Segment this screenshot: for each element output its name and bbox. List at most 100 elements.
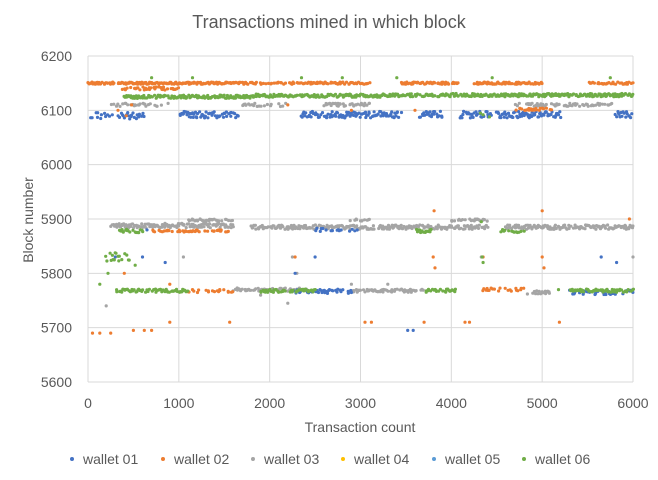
data-point <box>429 115 434 119</box>
data-point <box>432 209 436 213</box>
data-point <box>109 331 113 335</box>
data-point <box>176 86 181 90</box>
data-point <box>597 82 601 86</box>
data-point <box>614 82 618 86</box>
data-point <box>107 114 112 118</box>
data-point <box>349 282 353 286</box>
data-point <box>195 290 200 295</box>
data-point <box>142 328 146 332</box>
data-point <box>364 115 368 120</box>
data-point <box>463 227 467 231</box>
data-point <box>331 289 335 293</box>
legend-marker <box>161 457 165 461</box>
data-point <box>453 290 457 294</box>
data-point <box>571 92 576 96</box>
data-point <box>222 288 226 292</box>
data-point <box>154 85 158 89</box>
data-point <box>557 320 562 324</box>
data-point <box>105 259 109 263</box>
data-point <box>418 115 422 119</box>
data-point <box>120 258 124 262</box>
data-point <box>620 114 624 118</box>
data-point <box>304 111 308 115</box>
data-point <box>261 81 265 85</box>
legend-marker <box>251 457 255 461</box>
data-point <box>482 287 486 291</box>
data-point <box>351 113 356 117</box>
y-tick-label: 6000 <box>41 157 72 173</box>
data-point <box>142 114 146 119</box>
data-point <box>315 113 319 117</box>
data-point <box>438 109 442 113</box>
data-point <box>292 81 296 85</box>
data-point <box>290 255 294 259</box>
data-point <box>225 93 229 98</box>
data-point <box>217 219 221 223</box>
data-point <box>461 112 465 117</box>
data-point <box>99 116 103 121</box>
data-point <box>315 226 319 230</box>
data-point <box>144 104 148 108</box>
data-point <box>367 101 371 105</box>
y-tick-label: 5700 <box>41 320 72 336</box>
data-point <box>629 116 633 120</box>
data-point <box>285 289 289 293</box>
data-point <box>270 226 274 230</box>
data-point <box>205 218 209 222</box>
data-point <box>120 290 124 294</box>
data-point <box>99 113 103 117</box>
data-point <box>149 86 153 90</box>
data-point <box>441 289 445 293</box>
data-point <box>598 102 602 106</box>
data-point <box>109 102 113 107</box>
data-point <box>144 290 148 294</box>
data-point <box>428 110 432 114</box>
data-point <box>540 81 544 86</box>
data-point <box>487 115 492 119</box>
data-point <box>276 80 280 84</box>
data-point <box>254 80 258 84</box>
data-point <box>507 229 511 233</box>
data-point <box>502 115 506 119</box>
data-point <box>206 116 210 120</box>
data-point <box>503 110 507 114</box>
gridlines <box>87 55 634 383</box>
data-point <box>516 289 520 293</box>
data-point <box>115 290 119 294</box>
data-point <box>141 111 145 115</box>
data-point <box>367 111 371 115</box>
data-point <box>349 290 353 295</box>
data-point <box>121 230 125 234</box>
data-point <box>299 76 304 80</box>
y-axis-title: Block number <box>20 177 36 263</box>
data-point <box>140 222 144 226</box>
series-wallet-06 <box>98 76 636 294</box>
data-point <box>631 92 635 96</box>
data-point <box>541 291 545 295</box>
data-point <box>137 231 141 235</box>
data-point <box>233 112 237 116</box>
x-tick-label: 6000 <box>617 395 648 411</box>
data-point <box>317 95 321 99</box>
legend-label: wallet 01 <box>82 451 138 467</box>
data-point <box>487 288 491 292</box>
data-point <box>212 229 216 233</box>
data-point <box>322 104 326 108</box>
data-point <box>496 111 501 115</box>
data-point <box>206 229 210 233</box>
data-point <box>259 293 263 297</box>
y-tick-label: 5600 <box>41 374 72 390</box>
data-point <box>519 229 523 233</box>
legend-item: wallet 03 <box>251 451 319 467</box>
data-point <box>573 223 577 227</box>
data-point <box>363 110 368 114</box>
data-point <box>128 230 132 234</box>
data-point <box>481 260 485 265</box>
data-point <box>394 114 398 118</box>
data-point <box>631 287 636 291</box>
data-point <box>481 113 485 117</box>
data-point <box>520 114 524 118</box>
data-point <box>399 223 403 227</box>
data-point <box>197 288 201 292</box>
data-point <box>594 227 598 231</box>
